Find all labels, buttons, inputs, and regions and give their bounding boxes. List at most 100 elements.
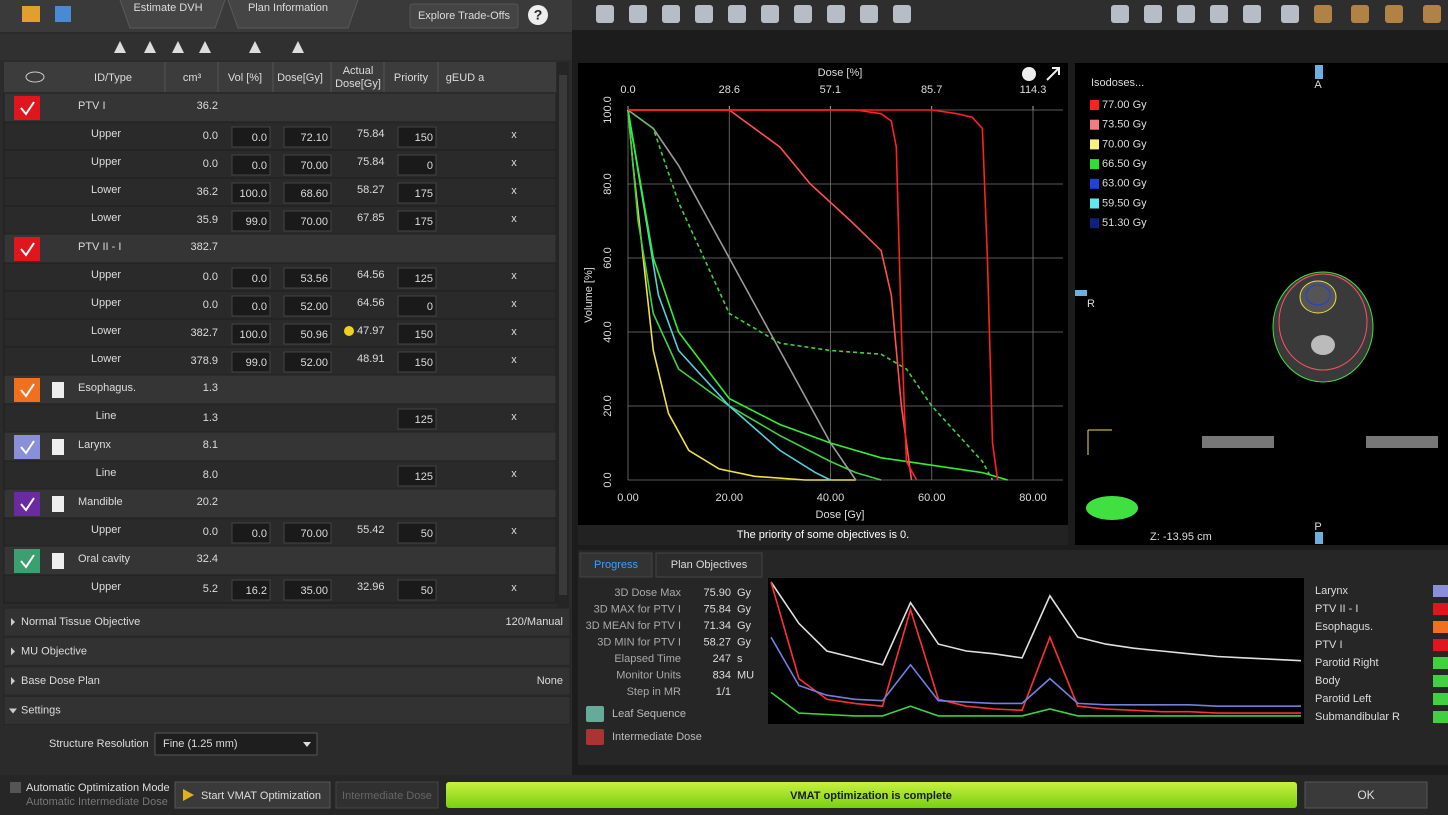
objective-dose[interactable]: 68.60 xyxy=(300,188,328,200)
objective-dose[interactable]: 70.00 xyxy=(300,216,328,228)
column-header[interactable]: gEUD a xyxy=(435,64,495,92)
objective-row[interactable] xyxy=(4,404,556,432)
isodose-label[interactable]: 77.00 Gy xyxy=(1102,99,1147,111)
isodose-label[interactable]: 66.50 Gy xyxy=(1102,158,1147,170)
viewer-tool-icon[interactable] xyxy=(596,5,614,23)
tool-label[interactable]: Intermediate Dose xyxy=(612,731,702,743)
viewer-tool-icon[interactable] xyxy=(1423,5,1441,23)
line-icon[interactable] xyxy=(52,553,64,569)
objective-priority[interactable]: 125 xyxy=(415,273,433,285)
objective-vol[interactable]: 0.0 xyxy=(252,160,267,172)
objective-dose[interactable]: 50.96 xyxy=(300,329,328,341)
objective-priority[interactable]: 150 xyxy=(415,329,433,341)
objective-geud[interactable]: x xyxy=(511,411,517,423)
column-header[interactable]: Dose[Gy] xyxy=(270,64,330,92)
isodose-label[interactable]: 73.50 Gy xyxy=(1102,119,1147,131)
section-label[interactable]: Normal Tissue Objective xyxy=(21,616,140,628)
start-label[interactable]: Start VMAT Optimization xyxy=(201,790,321,802)
objective-row[interactable] xyxy=(4,178,556,206)
section-label[interactable]: MU Objective xyxy=(21,645,87,657)
objective-dose[interactable]: 52.00 xyxy=(300,357,328,369)
objective-vol[interactable]: 0.0 xyxy=(252,132,267,144)
progress-tab-label[interactable]: Progress xyxy=(594,559,639,571)
structure-checkbox[interactable] xyxy=(14,492,40,516)
slider[interactable] xyxy=(1075,290,1087,296)
intermediate-label[interactable]: Intermediate Dose xyxy=(342,790,432,802)
line-icon[interactable] xyxy=(52,496,64,512)
objective-geud[interactable]: x xyxy=(511,270,517,282)
tab[interactable]: Plan Information xyxy=(248,2,328,14)
structure-checkbox[interactable] xyxy=(14,96,40,120)
viewer-tool-icon[interactable] xyxy=(860,5,878,23)
objective-priority[interactable]: 50 xyxy=(421,585,433,597)
isodose-label[interactable]: 51.30 Gy xyxy=(1102,217,1147,229)
tool-label[interactable]: Leaf Sequence xyxy=(612,708,686,720)
column-header[interactable]: Actual Dose[Gy] xyxy=(328,64,388,92)
viewer-tool-icon[interactable] xyxy=(1111,5,1129,23)
objective-priority[interactable]: 125 xyxy=(415,471,433,483)
objective-geud[interactable]: x xyxy=(511,213,517,225)
objective-geud[interactable]: x xyxy=(511,354,517,366)
viewer-tool-icon[interactable] xyxy=(1314,5,1332,23)
column-header[interactable]: Vol [%] xyxy=(215,64,275,92)
objective-vol[interactable]: 0.0 xyxy=(252,528,267,540)
trade-offs-label[interactable]: Explore Trade-Offs xyxy=(418,10,511,22)
objective-row[interactable] xyxy=(4,319,556,347)
objective-vol[interactable]: 99.0 xyxy=(246,216,267,228)
viewer-tool-icon[interactable] xyxy=(728,5,746,23)
objective-priority[interactable]: 150 xyxy=(415,357,433,369)
tool-icon[interactable] xyxy=(586,706,604,722)
resolution-value[interactable]: Fine (1.25 mm) xyxy=(163,738,238,750)
section-label[interactable]: Settings xyxy=(21,704,61,716)
progress-tab-label[interactable]: Plan Objectives xyxy=(671,559,748,571)
section-label[interactable]: Base Dose Plan xyxy=(21,675,100,687)
column-header[interactable]: Priority xyxy=(381,64,441,92)
objective-dose[interactable]: 52.00 xyxy=(300,301,328,313)
viewer-tool-icon[interactable] xyxy=(1210,5,1228,23)
isodose-label[interactable]: 59.50 Gy xyxy=(1102,197,1147,209)
viewer-tool-icon[interactable] xyxy=(1144,5,1162,23)
objective-dose[interactable]: 70.00 xyxy=(300,160,328,172)
objective-row[interactable] xyxy=(4,291,556,319)
objective-dose[interactable]: 72.10 xyxy=(300,132,328,144)
objective-priority[interactable]: 0 xyxy=(427,160,433,172)
slider[interactable] xyxy=(1315,532,1323,544)
isodose-title[interactable]: Isodoses... xyxy=(1091,77,1144,89)
viewer-tool-icon[interactable] xyxy=(662,5,680,23)
objective-geud[interactable]: x xyxy=(511,326,517,338)
column-header[interactable]: cm³ xyxy=(162,64,222,92)
objective-vol[interactable]: 0.0 xyxy=(252,301,267,313)
objective-row[interactable] xyxy=(4,347,556,375)
checkbox[interactable] xyxy=(10,782,21,793)
objective-priority[interactable]: 50 xyxy=(421,528,433,540)
slider[interactable] xyxy=(1315,65,1323,79)
save-icon[interactable] xyxy=(55,6,71,22)
objective-geud[interactable]: x xyxy=(511,582,517,594)
objective-row[interactable] xyxy=(4,518,556,546)
help-label[interactable]: ? xyxy=(534,7,543,23)
structure-checkbox[interactable] xyxy=(14,378,40,402)
isodose-label[interactable]: 63.00 Gy xyxy=(1102,178,1147,190)
structure-checkbox[interactable] xyxy=(14,549,40,573)
auto-opt-label[interactable]: Automatic Optimization Mode xyxy=(26,782,170,794)
viewer-tool-icon[interactable] xyxy=(1385,5,1403,23)
isodose-label[interactable]: 70.00 Gy xyxy=(1102,138,1147,150)
objective-priority[interactable]: 125 xyxy=(415,414,433,426)
viewer-tool-icon[interactable] xyxy=(761,5,779,23)
structure-checkbox[interactable] xyxy=(14,237,40,261)
viewer-tool-icon[interactable] xyxy=(695,5,713,23)
viewer-tool-icon[interactable] xyxy=(827,5,845,23)
objective-geud[interactable]: x xyxy=(511,525,517,537)
section-row[interactable] xyxy=(4,638,570,666)
viewer-tool-icon[interactable] xyxy=(1281,5,1299,23)
objective-priority[interactable]: 150 xyxy=(415,132,433,144)
objective-geud[interactable]: x xyxy=(511,157,517,169)
objective-dose[interactable]: 70.00 xyxy=(300,528,328,540)
objective-vol[interactable]: 16.2 xyxy=(246,585,267,597)
open-icon[interactable] xyxy=(22,6,40,22)
column-header[interactable]: ID/Type xyxy=(83,64,143,92)
structure-checkbox[interactable] xyxy=(14,435,40,459)
viewer-tool-icon[interactable] xyxy=(794,5,812,23)
objective-row[interactable] xyxy=(4,206,556,234)
tab[interactable]: Estimate DVH xyxy=(133,2,202,14)
